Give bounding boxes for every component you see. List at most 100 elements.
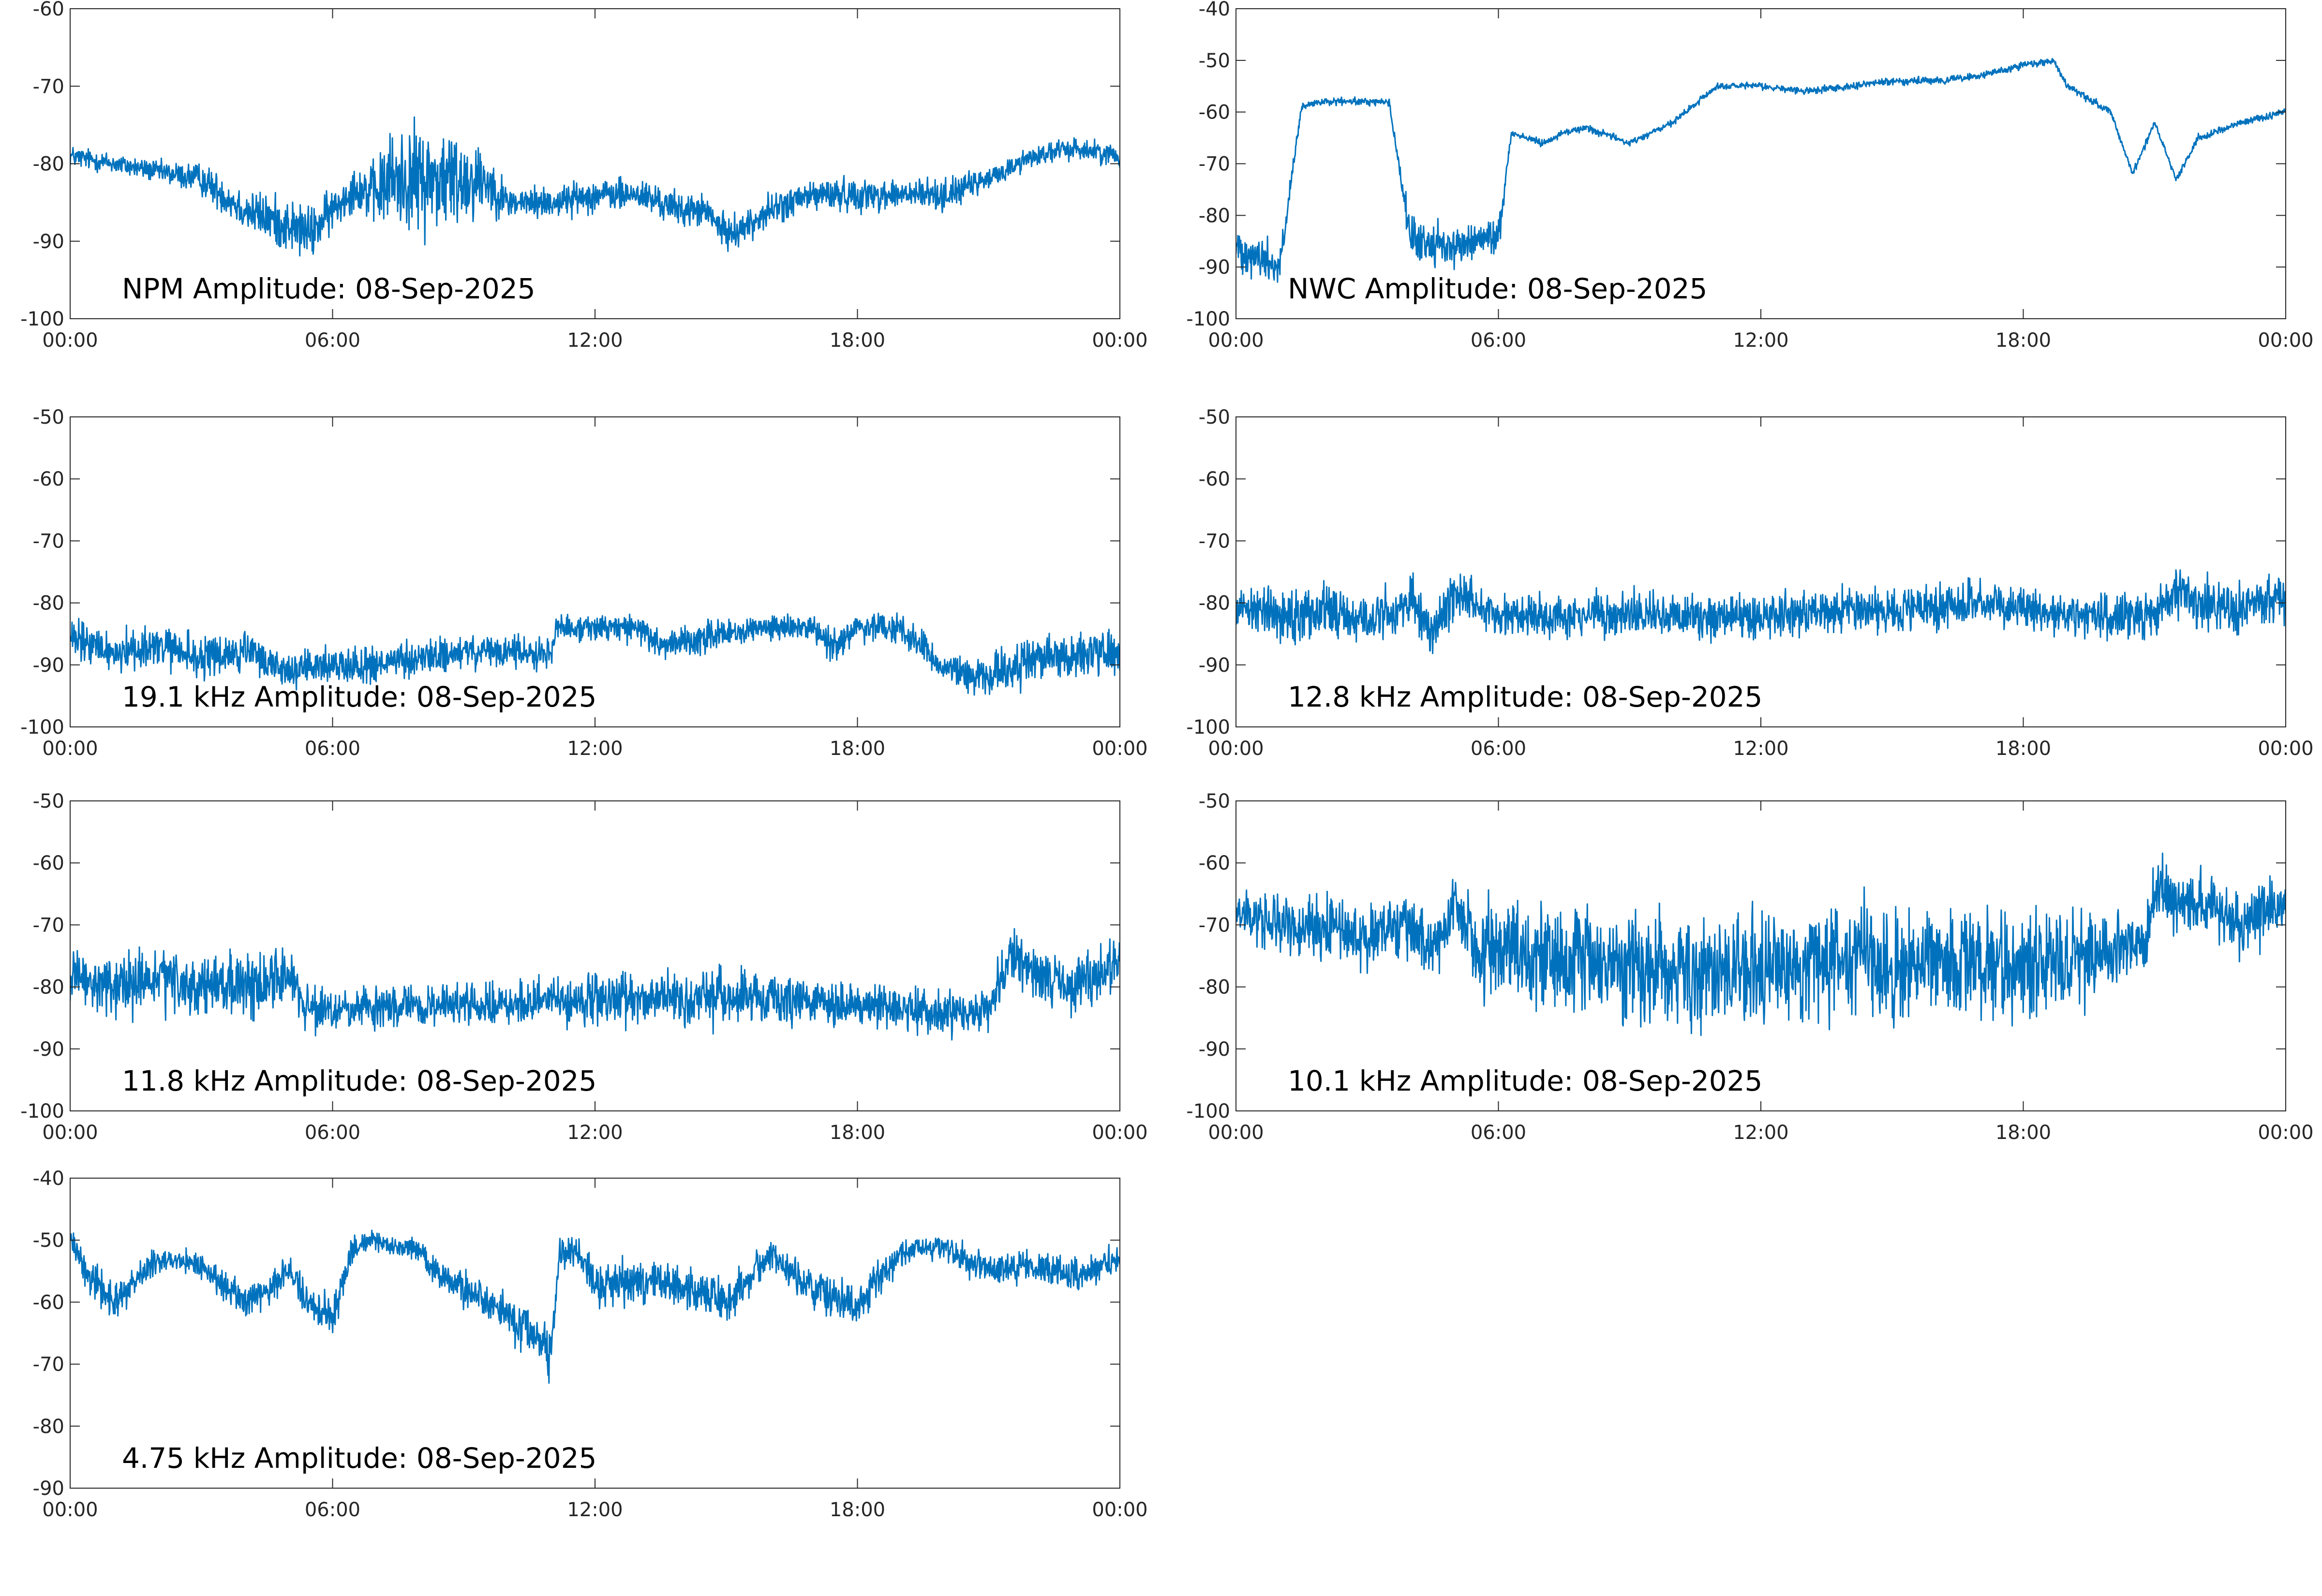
x-tick-label: 12:00 [1733,329,1788,352]
y-tick-label: -90 [33,654,64,677]
x-tick-label: 00:00 [1092,1122,1147,1144]
y-tick-label: -100 [20,716,64,739]
y-tick-label: -70 [1199,530,1230,552]
y-tick-label: -80 [33,592,64,615]
x-tick-label: 00:00 [1208,738,1264,760]
x-tick-label: 06:00 [1471,1122,1526,1144]
panel-title: NPM Amplitude: 08-Sep-2025 [122,272,536,305]
y-tick-label: -60 [33,852,64,874]
y-tick-label: -100 [1186,716,1230,739]
x-tick-label: 18:00 [830,329,885,352]
y-tick-label: -40 [33,1167,64,1190]
y-tick-label: -60 [33,468,64,490]
y-tick-label: -60 [1199,102,1230,124]
y-tick-label: -50 [33,406,64,429]
x-tick-label: 12:00 [567,1499,623,1521]
panel-11-8-khz: -50 -60 -70 -80 -90 -100 00:00 06:00 12:00 18:00 0… [20,790,1147,1144]
x-tick-label: 06:00 [305,1499,360,1521]
y-tick-label: -90 [33,1478,64,1500]
series-line [1236,58,2286,283]
y-tick-label: -70 [33,75,64,98]
series-line [1236,569,2286,654]
x-tick-label: 18:00 [830,1122,885,1144]
panel-title: 19.1 kHz Amplitude: 08-Sep-2025 [122,680,596,713]
y-tick-label: -90 [1199,256,1230,279]
x-tick-label: 12:00 [1733,738,1788,760]
panel-10-1-khz: -50 -60 -70 -80 -90 -100 00:00 06:00 12:00 18:00 0… [1186,790,2313,1144]
y-tick-label: -100 [20,1100,64,1123]
y-tick-label: -90 [33,231,64,253]
x-tick-label: 00:00 [42,738,98,760]
x-tick-label: 06:00 [305,738,360,760]
y-tick-label: -70 [33,914,64,936]
y-tick-label: -60 [1199,468,1230,490]
y-tick-label: -60 [33,0,64,20]
series-line [70,928,1120,1041]
panel-19-1-khz: -50 -60 -70 -80 -90 -100 00:00 06:00 12:00 18:00 0… [20,406,1147,760]
x-tick-label: 00:00 [1092,1499,1147,1521]
y-tick-label: -50 [33,1229,64,1252]
y-tick-label: -70 [33,1354,64,1376]
x-tick-label: 00:00 [42,329,98,352]
y-tick-label: -50 [1199,50,1230,72]
y-tick-label: -90 [1199,654,1230,677]
panel-title: 4.75 kHz Amplitude: 08-Sep-2025 [122,1442,596,1475]
y-tick-label: -90 [33,1038,64,1061]
y-tick-label: -80 [1199,205,1230,227]
x-tick-label: 00:00 [1092,329,1147,352]
y-tick-label: -60 [1199,852,1230,874]
x-tick-label: 00:00 [1208,1122,1264,1144]
y-tick-label: -100 [1186,1100,1230,1123]
y-tick-label: -80 [1199,592,1230,615]
y-tick-label: -50 [1199,790,1230,813]
panel-title: NWC Amplitude: 08-Sep-2025 [1288,272,1707,305]
y-tick-label: -100 [1186,308,1230,330]
y-tick-label: -50 [1199,406,1230,429]
x-tick-label: 06:00 [1471,329,1526,352]
panel-4-75-khz: -40 -50 -60 -70 -80 -90 00:00 06:00 12:00 18:00 00… [33,1167,1148,1521]
series-line [1236,852,2286,1036]
y-tick-label: -70 [1199,153,1230,176]
panel-npm: -60 -70 -80 -90 -100 00:00 06:00 12:00 18:00 00:0… [20,0,1147,352]
y-tick-label: -80 [33,153,64,176]
y-tick-label: -80 [1199,976,1230,999]
panel-12-8-khz: -50 -60 -70 -80 -90 -100 00:00 06:00 12:00 18:00 0… [1186,406,2313,760]
x-tick-label: 00:00 [1208,329,1264,352]
x-tick-label: 12:00 [567,329,623,352]
y-tick-label: -70 [1199,914,1230,936]
panel-title: 11.8 kHz Amplitude: 08-Sep-2025 [122,1064,596,1097]
y-tick-label: -90 [1199,1038,1230,1061]
x-tick-label: 12:00 [567,1122,623,1144]
y-tick-label: -80 [33,976,64,999]
x-tick-label: 00:00 [2258,329,2313,352]
x-tick-label: 00:00 [2258,1122,2313,1144]
panel-nwc: -40 -50 -60 -70 -80 -90 -100 00:00 06:00 12:00 18:… [1186,0,2313,352]
x-tick-label: 12:00 [1733,1122,1788,1144]
y-tick-label: -70 [33,530,64,552]
x-tick-label: 06:00 [305,1122,360,1144]
y-tick-label: -50 [33,790,64,813]
x-tick-label: 00:00 [42,1122,98,1144]
x-tick-label: 00:00 [42,1499,98,1521]
x-tick-label: 18:00 [830,738,885,760]
x-tick-label: 18:00 [830,1499,885,1521]
series-line [70,612,1120,696]
x-tick-label: 12:00 [567,738,623,760]
x-tick-label: 00:00 [2258,738,2313,760]
y-tick-label: -40 [1199,0,1230,20]
series-line [70,1229,1120,1384]
x-tick-label: 18:00 [1995,1122,2051,1144]
x-tick-label: 18:00 [1995,738,2051,760]
panel-title: 10.1 kHz Amplitude: 08-Sep-2025 [1288,1064,1762,1097]
panel-title: 12.8 kHz Amplitude: 08-Sep-2025 [1288,680,1762,713]
x-tick-label: 06:00 [305,329,360,352]
x-tick-label: 00:00 [1092,738,1147,760]
